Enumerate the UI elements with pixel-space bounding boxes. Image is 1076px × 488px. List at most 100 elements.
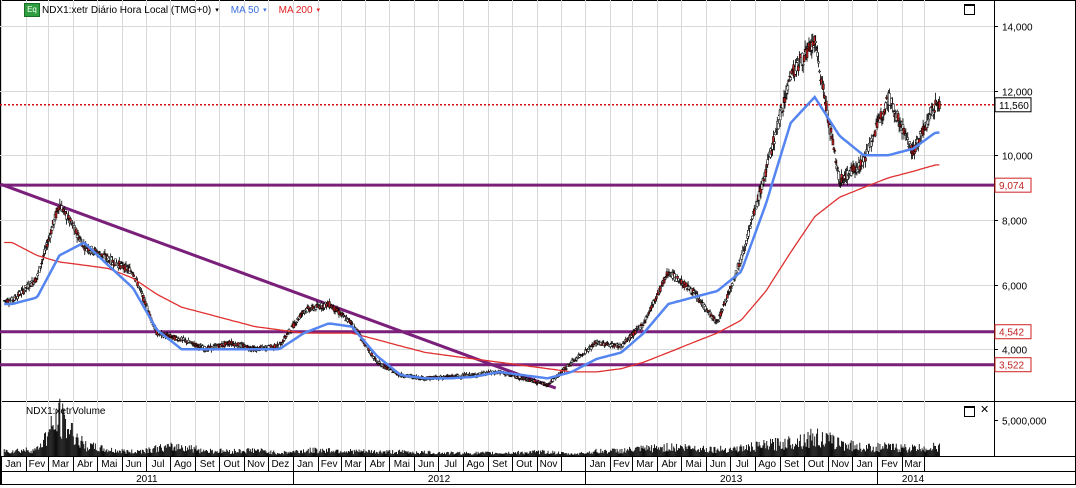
ma50-dropdown-icon[interactable]: ▾ [263, 7, 267, 14]
candle-body [927, 119, 931, 122]
month-label: Jun [418, 459, 434, 470]
symbol-dropdown-icon[interactable]: ▾ [215, 7, 219, 14]
candle-body [730, 283, 734, 286]
candle-body [743, 249, 746, 251]
last-price-tag [994, 97, 1032, 113]
month-label: Jul [444, 459, 457, 470]
candle-body [749, 225, 752, 229]
candle-body [786, 85, 790, 91]
candle-body [864, 157, 867, 162]
candle-body [831, 139, 835, 146]
candle-body [190, 341, 194, 344]
candle-body [135, 277, 138, 279]
candle-body [802, 55, 806, 62]
month-label: Set [784, 459, 799, 470]
candle-body [623, 342, 627, 344]
ma200-line [4, 164, 940, 373]
candle-body [797, 65, 800, 72]
candle-body [650, 305, 653, 309]
candle-body [612, 344, 616, 348]
candle-body [896, 113, 900, 122]
ma200-dropdown-icon[interactable]: ▾ [316, 7, 321, 14]
candle-body [764, 169, 768, 177]
candle-body [309, 308, 313, 311]
candle-body [343, 315, 346, 317]
month-label: Fev [321, 459, 338, 470]
candle-body [907, 145, 910, 148]
candle-body [184, 339, 187, 342]
candle-body [908, 141, 911, 144]
candle-body [933, 110, 936, 113]
candle-body [370, 352, 373, 356]
candle-body [837, 171, 840, 180]
candle-body [884, 102, 887, 110]
candle-body [737, 263, 741, 268]
candle-body [753, 208, 757, 211]
candle-body [836, 167, 839, 169]
candle-body [142, 297, 146, 299]
candle-body [67, 215, 70, 219]
candle-body [42, 254, 45, 257]
candle-body [720, 310, 723, 314]
month-label: Ago [467, 459, 485, 470]
candle-body [58, 203, 62, 206]
candle-body [565, 368, 568, 370]
candle-body [676, 275, 679, 279]
candle-body [194, 343, 198, 345]
month-label: Out [516, 459, 532, 470]
year-label: 2013 [720, 474, 743, 485]
candle-body [74, 228, 78, 234]
candle-body [576, 357, 580, 359]
month-label: Set [200, 459, 215, 470]
candle-body [89, 250, 92, 254]
candle-body [246, 345, 250, 348]
candle-body [54, 211, 58, 219]
candle-body [130, 271, 134, 274]
candle-body [726, 294, 729, 299]
candle-body [892, 103, 895, 111]
candle-body [641, 324, 645, 327]
candle-body [591, 345, 595, 347]
price-tick-label: 8,000 [1002, 217, 1027, 228]
candle-body [297, 318, 300, 321]
volume-panel-title: NDX1:xetrVolume [26, 406, 106, 417]
candle-body [304, 309, 307, 312]
candle-body [119, 263, 123, 266]
candle-body [686, 284, 690, 287]
candle-body [41, 259, 44, 261]
maximize-price-panel-icon[interactable] [964, 4, 975, 15]
candle-body [832, 147, 836, 150]
level-price-tag [994, 357, 1032, 373]
price-tick-label: 10,000 [1002, 152, 1033, 163]
level-price-tag [994, 324, 1032, 340]
month-label: Nov [247, 459, 265, 470]
candle-body [730, 287, 733, 289]
month-label: Jan [857, 459, 873, 470]
candle-body [728, 292, 731, 294]
symbol-label[interactable]: NDX1:xetr Diário Hora Local (TMG+0) [42, 4, 212, 16]
candle-body [75, 234, 79, 238]
candle-body [783, 97, 787, 103]
candle-body [69, 218, 72, 222]
candle-body [751, 215, 754, 220]
price-tick-label: 14,000 [1002, 23, 1033, 34]
month-label: Out [224, 459, 240, 470]
candle-body [295, 321, 299, 324]
candle-body [621, 343, 625, 347]
candle-body [814, 41, 817, 43]
month-label: Jun [710, 459, 726, 470]
candle-body [450, 374, 454, 377]
year-label: 2014 [902, 474, 925, 485]
candle-body [29, 285, 33, 287]
year-label: 2012 [428, 474, 451, 485]
candle-body [626, 339, 629, 341]
candle-body [48, 234, 52, 239]
candle-body [762, 178, 766, 182]
ma50-label[interactable]: MA 50 [230, 4, 260, 16]
candle-body [766, 159, 769, 165]
maximize-volume-panel-icon[interactable] [964, 406, 975, 417]
close-volume-panel-icon[interactable]: ✕ [980, 404, 990, 416]
equity-badge[interactable]: Eq [24, 3, 40, 17]
month-label: Dez [271, 459, 289, 470]
ma200-label[interactable]: MA 200 [278, 4, 313, 16]
